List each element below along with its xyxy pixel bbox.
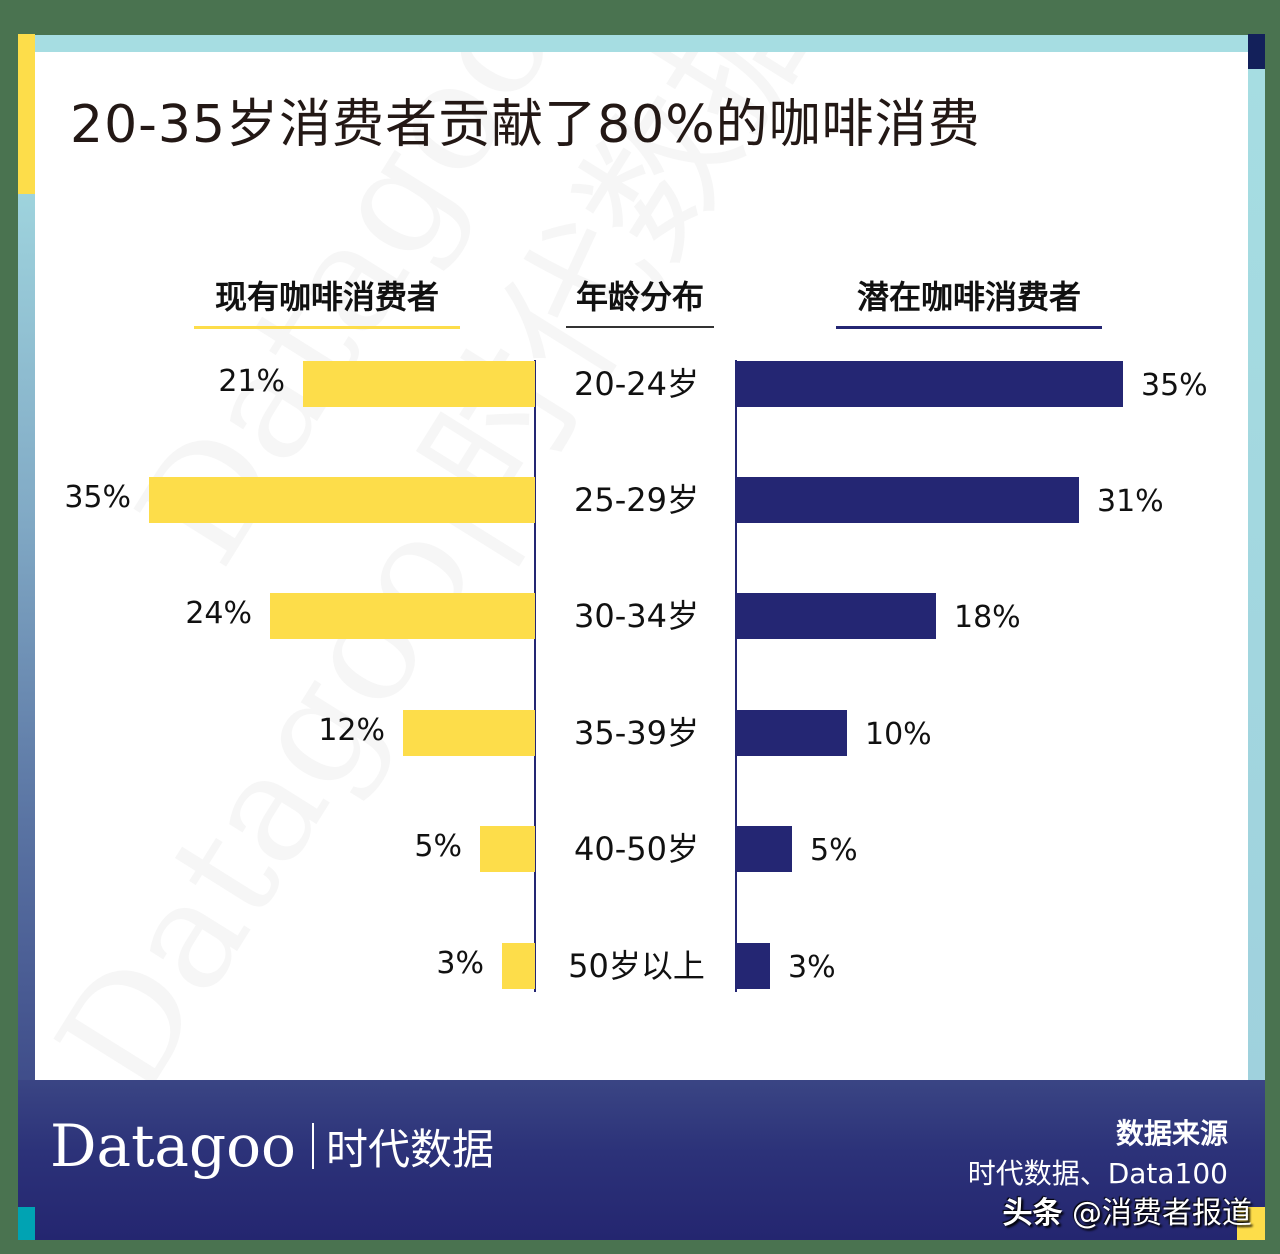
right-axis-line <box>735 360 737 992</box>
brand-name-en: Datagoo <box>50 1112 296 1180</box>
bar-existing <box>480 826 535 872</box>
frame-right-accent <box>1248 34 1265 69</box>
value-label-existing: 5% <box>414 829 462 864</box>
bar-existing <box>149 477 535 523</box>
age-category-label: 50岁以上 <box>568 947 705 985</box>
brand-logo: Datagoo 时代数据 <box>50 1112 494 1180</box>
header-age-distribution: 年龄分布 <box>566 272 714 328</box>
footer-band <box>18 1080 1265 1240</box>
bar-existing <box>270 593 535 639</box>
toutiao-watermark: 头条 @消费者报道 <box>1002 1188 1252 1232</box>
frame-left-border <box>18 194 35 1240</box>
header-existing-consumers: 现有咖啡消费者 <box>194 272 460 329</box>
value-label-potential: 35% <box>1141 368 1208 403</box>
value-label-potential: 18% <box>954 600 1021 635</box>
chart-card: Datagoo|时代数据 Datagoo|时代数据 <box>35 52 1248 1080</box>
header-potential-consumers: 潜在咖啡消费者 <box>836 272 1102 329</box>
value-label-potential: 10% <box>865 717 932 752</box>
age-category-label: 40-50岁 <box>574 830 699 868</box>
frame-top-border <box>35 35 1248 52</box>
bar-potential <box>737 710 847 756</box>
age-category-label: 35-39岁 <box>574 714 699 752</box>
footer-accent-right <box>1237 1207 1265 1240</box>
value-label-existing: 24% <box>185 596 252 631</box>
bar-potential <box>737 593 936 639</box>
brand-separator <box>311 1123 314 1169</box>
toutiao-prefix: 头条 <box>1002 1196 1063 1231</box>
source-label: 数据来源 <box>1115 1117 1228 1150</box>
source-text: 时代数据、Data100 <box>967 1157 1228 1190</box>
frame-left-accent <box>18 34 35 194</box>
bar-existing <box>303 361 535 407</box>
age-category-label: 20-24岁 <box>574 365 699 403</box>
brand-name-cn: 时代数据 <box>325 1124 494 1174</box>
value-label-existing: 12% <box>318 713 385 748</box>
footer-accent-left <box>18 1207 35 1240</box>
bar-existing <box>403 710 535 756</box>
value-label-existing: 21% <box>218 364 285 399</box>
bar-potential <box>737 826 792 872</box>
toutiao-handle: @消费者报道 <box>1072 1196 1252 1231</box>
value-label-potential: 5% <box>810 833 858 868</box>
value-label-potential: 3% <box>788 950 836 985</box>
frame-right-border <box>1248 69 1265 1080</box>
value-label-existing: 35% <box>64 480 131 515</box>
left-axis-line <box>534 360 536 992</box>
chart-title: 20-35岁消费者贡献了80%的咖啡消费 <box>70 95 981 155</box>
age-category-label: 30-34岁 <box>574 597 699 635</box>
bar-potential <box>737 361 1123 407</box>
bar-potential <box>737 943 770 989</box>
bar-existing <box>502 943 535 989</box>
age-category-label: 25-29岁 <box>574 481 699 519</box>
value-label-existing: 3% <box>436 946 484 981</box>
bar-potential <box>737 477 1079 523</box>
value-label-potential: 31% <box>1097 484 1164 519</box>
